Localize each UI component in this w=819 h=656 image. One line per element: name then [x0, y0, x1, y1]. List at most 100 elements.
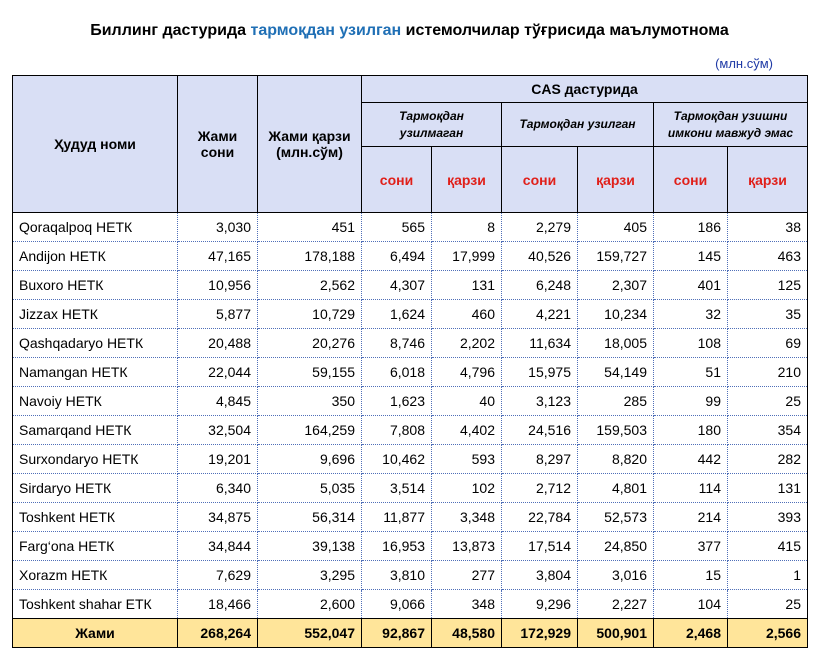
table-row: Farg‘ona НЕТК 34,844 39,138 16,953 13,873 17,…	[12, 531, 808, 561]
value-cell: 2,562	[257, 270, 362, 300]
value-cell: 69	[727, 328, 808, 358]
header-total-debt: Жами қарзи (млн.сўм)	[257, 75, 362, 213]
total-cell: 2,566	[727, 618, 808, 648]
total-cell: 268,264	[177, 618, 258, 648]
value-cell: 24,516	[501, 415, 578, 445]
value-cell: 282	[727, 444, 808, 474]
value-cell: 4,402	[431, 415, 502, 445]
header-count: сони	[361, 146, 432, 213]
region-name-cell: Farg‘ona НЕТК	[12, 531, 178, 561]
value-cell: 3,123	[501, 386, 578, 416]
region-name-cell: Xorazm НЕТК	[12, 560, 178, 590]
value-cell: 6,018	[361, 357, 432, 387]
report-table: Ҳудуд номи Жами сони Жами қарзи (млн.сўм…	[12, 75, 808, 648]
value-cell: 3,514	[361, 473, 432, 503]
table-row: Toshkent shahar ЕТК 18,466 2,600 9,066 348 9,…	[12, 589, 808, 619]
value-cell: 463	[727, 241, 808, 271]
value-cell: 56,314	[257, 502, 362, 532]
header-count: сони	[653, 146, 728, 213]
total-row: Жами 268,264 552,047 92,867 48,580 172,9…	[12, 618, 808, 648]
header-count: сони	[501, 146, 578, 213]
value-cell: 159,503	[577, 415, 654, 445]
value-cell: 104	[653, 589, 728, 619]
region-name-cell: Andijon НЕТК	[12, 241, 178, 271]
value-cell: 24,850	[577, 531, 654, 561]
total-cell: 500,901	[577, 618, 654, 648]
table-row: Sirdaryo НЕТК 6,340 5,035 3,514 102 2,712 4,80…	[12, 473, 808, 503]
value-cell: 25	[727, 386, 808, 416]
region-name-cell: Buxoro НЕТК	[12, 270, 178, 300]
region-name-cell: Navoiy НЕТК	[12, 386, 178, 416]
total-cell: 2,468	[653, 618, 728, 648]
header-group-impossible: Тармоқдан узишни имкони мавжуд эмас	[653, 102, 808, 147]
value-cell: 186	[653, 212, 728, 242]
value-cell: 377	[653, 531, 728, 561]
value-cell: 2,307	[577, 270, 654, 300]
table-row: Buxoro НЕТК 10,956 2,562 4,307 131 6,248 2,307…	[12, 270, 808, 300]
region-name-cell: Sirdaryo НЕТК	[12, 473, 178, 503]
value-cell: 214	[653, 502, 728, 532]
value-cell: 19,201	[177, 444, 258, 474]
value-cell: 20,488	[177, 328, 258, 358]
region-name-cell: Qoraqalpoq НЕТК	[12, 212, 178, 242]
value-cell: 9,696	[257, 444, 362, 474]
value-cell: 39,138	[257, 531, 362, 561]
header-group-not-disconnected: Тармоқдан узилмаган	[361, 102, 502, 147]
region-name-cell: Jizzax НЕТК	[12, 299, 178, 329]
unit-label: (млн.сўм)	[715, 56, 773, 71]
value-cell: 8,746	[361, 328, 432, 358]
header-total-count: Жами сони	[177, 75, 258, 213]
value-cell: 9,066	[361, 589, 432, 619]
total-cell: 172,929	[501, 618, 578, 648]
value-cell: 34,844	[177, 531, 258, 561]
value-cell: 8,820	[577, 444, 654, 474]
value-cell: 11,634	[501, 328, 578, 358]
value-cell: 11,877	[361, 502, 432, 532]
value-cell: 40,526	[501, 241, 578, 271]
table-row: Jizzax НЕТК 5,877 10,729 1,624 460 4,221 10,23…	[12, 299, 808, 329]
value-cell: 6,248	[501, 270, 578, 300]
value-cell: 178,188	[257, 241, 362, 271]
value-cell: 3,810	[361, 560, 432, 590]
value-cell: 59,155	[257, 357, 362, 387]
value-cell: 1,624	[361, 299, 432, 329]
header-group-disconnected: Тармоқдан узилган	[501, 102, 654, 147]
value-cell: 8	[431, 212, 502, 242]
table-row: Samarqand НЕТК 32,504 164,259 7,808 4,402 24,…	[12, 415, 808, 445]
value-cell: 145	[653, 241, 728, 271]
value-cell: 3,348	[431, 502, 502, 532]
value-cell: 108	[653, 328, 728, 358]
value-cell: 125	[727, 270, 808, 300]
header-debt: қарзи	[577, 146, 654, 213]
value-cell: 460	[431, 299, 502, 329]
value-cell: 6,494	[361, 241, 432, 271]
header-cas: CAS дастурида	[361, 75, 808, 103]
total-cell: 552,047	[257, 618, 362, 648]
value-cell: 3,030	[177, 212, 258, 242]
region-name-cell: Namangan НЕТК	[12, 357, 178, 387]
value-cell: 2,279	[501, 212, 578, 242]
table-row: Qoraqalpoq НЕТК 3,030 451 565 8 2,279 405 186 38	[12, 212, 808, 242]
value-cell: 1,623	[361, 386, 432, 416]
value-cell: 354	[727, 415, 808, 445]
total-cell: 92,867	[361, 618, 432, 648]
title-highlight: тармоқдан узилган	[250, 22, 402, 39]
header-region: Ҳудуд номи	[12, 75, 178, 213]
value-cell: 405	[577, 212, 654, 242]
value-cell: 32,504	[177, 415, 258, 445]
value-cell: 18,466	[177, 589, 258, 619]
value-cell: 9,296	[501, 589, 578, 619]
value-cell: 4,307	[361, 270, 432, 300]
value-cell: 348	[431, 589, 502, 619]
value-cell: 3,016	[577, 560, 654, 590]
value-cell: 593	[431, 444, 502, 474]
value-cell: 15,975	[501, 357, 578, 387]
value-cell: 16,953	[361, 531, 432, 561]
page-title: Биллинг дастурида тармоқдан узилган исте…	[0, 22, 819, 40]
value-cell: 20,276	[257, 328, 362, 358]
header-debt: қарзи	[727, 146, 808, 213]
region-name-cell: Toshkent shahar ЕТК	[12, 589, 178, 619]
value-cell: 38	[727, 212, 808, 242]
value-cell: 35	[727, 299, 808, 329]
value-cell: 131	[727, 473, 808, 503]
